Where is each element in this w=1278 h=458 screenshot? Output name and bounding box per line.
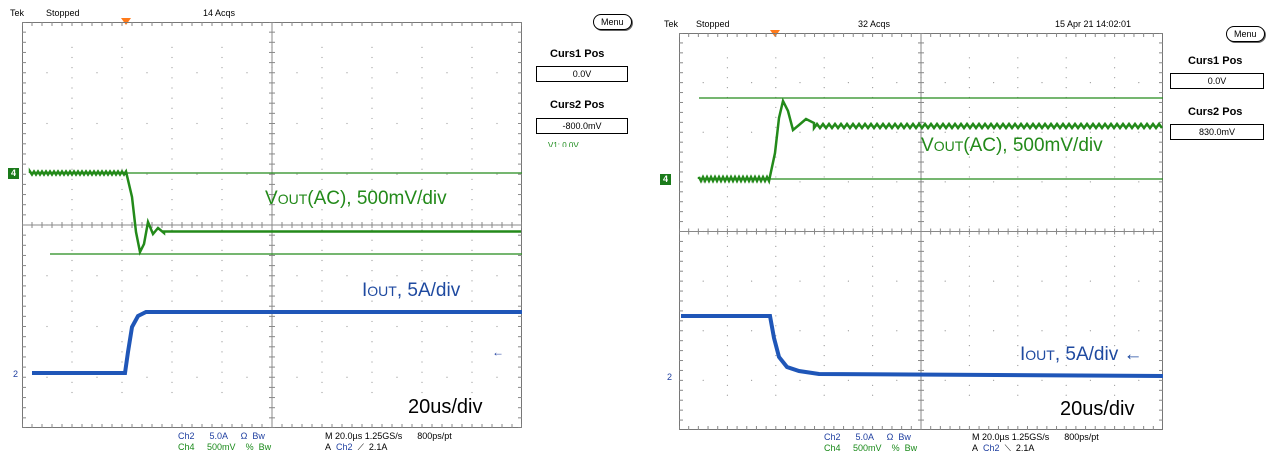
right-ch2-marker: 2 (667, 372, 673, 382)
right-cursor-lines (699, 97, 1163, 180)
right-vout-annotation: VOUT(AC), 500mV/div (921, 135, 1103, 156)
left-scope-screen: Tek Stopped 14 Acqs Menu Curs1 Pos 0.0V … (8, 8, 632, 452)
left-acq-count: 14 Acqs (203, 8, 236, 18)
left-curs1-label: Curs1 Pos (550, 48, 605, 60)
right-scope-screen: Tek Stopped 32 Acqs 15 Apr 21 14:02:01 M… (650, 0, 1278, 458)
right-brand: Tek (664, 19, 679, 29)
left-brand: Tek (10, 8, 25, 18)
left-arrow-icon: ← (492, 345, 504, 359)
right-curs1-value: 0.0V (1170, 73, 1264, 89)
right-timebase-annotation: 20us/div (1060, 398, 1135, 420)
right-menu-button[interactable]: Menu (1226, 26, 1265, 42)
left-timebase-annotation: 20us/div (408, 396, 483, 418)
right-footer-ch4: Ch4 500mV % Bw (824, 443, 918, 453)
right-iout-annotation: IOUT, 5A/div ← (1020, 344, 1143, 365)
left-curs2-label: Curs2 Pos (550, 99, 605, 111)
left-acq-state: Stopped (46, 8, 80, 18)
left-footer-timebase: M 20.0µs 1.25GS/s 800ps/pt (325, 431, 452, 441)
left-footer-ch2: Ch2 5.0A Ω Bw (178, 431, 265, 441)
left-ch4-marker: 4 (8, 168, 20, 179)
left-vout-annotation: VOUT(AC), 500mV/div (265, 188, 447, 209)
right-footer-ch2: Ch2 5.0A Ω Bw (824, 432, 911, 442)
left-menu-button[interactable]: Menu (593, 14, 632, 30)
right-acq-state: Stopped (696, 19, 730, 29)
right-curs2-value: 830.0mV (1170, 124, 1264, 140)
left-footer-ch4: Ch4 500mV % Bw (178, 442, 272, 452)
right-curs1-label: Curs1 Pos (1188, 55, 1243, 67)
left-vout-trace (28, 167, 521, 256)
left-plot-area: ← (22, 22, 522, 428)
left-trigger-position-icon (121, 18, 131, 25)
right-arrow-icon: ← (1118, 344, 1143, 365)
left-clipped-readout: V1: 0.0V (548, 141, 579, 147)
left-iout-trace (32, 310, 522, 375)
right-ch4-marker: 4 (660, 174, 672, 185)
right-acq-count: 32 Acqs (858, 19, 891, 29)
right-curs2-label: Curs2 Pos (1188, 106, 1243, 118)
left-ch2-marker: 2 (13, 369, 19, 379)
right-footer-trigger: A Ch2 ⟍ 2.1A (972, 443, 1035, 453)
left-curs1-value: 0.0V (536, 66, 628, 82)
right-graticule (679, 33, 1163, 430)
left-graticule (22, 22, 522, 428)
left-footer-trigger: A Ch2 ⟋ 2.1A (325, 442, 388, 452)
right-vout-trace (697, 97, 1163, 185)
right-footer-timebase: M 20.0µs 1.25GS/s 800ps/pt (972, 432, 1099, 442)
right-iout-trace (681, 314, 1163, 378)
right-plot-area (679, 33, 1163, 430)
left-iout-annotation: IOUT, 5A/div (362, 280, 461, 301)
left-curs2-value: -800.0mV (536, 118, 628, 134)
left-cursor-lines (30, 172, 522, 255)
right-timestamp: 15 Apr 21 14:02:01 (1055, 19, 1132, 29)
